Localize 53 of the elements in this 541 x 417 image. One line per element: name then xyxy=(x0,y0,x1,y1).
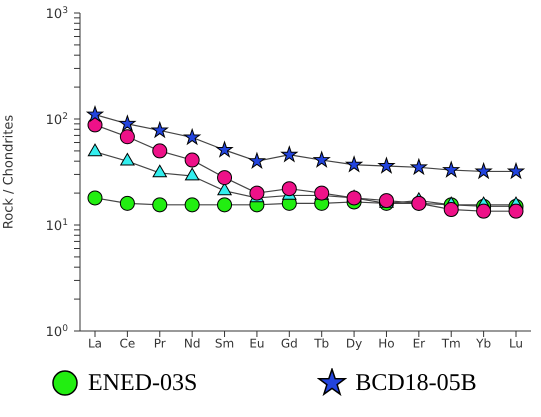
x-tick-label: Lu xyxy=(508,336,524,351)
point xyxy=(217,170,232,186)
x-tick-label: Gd xyxy=(280,336,298,351)
point xyxy=(88,144,102,156)
y-tick-label: 10$^{2}$ xyxy=(46,112,68,128)
point xyxy=(184,197,200,212)
point xyxy=(120,129,135,144)
point xyxy=(119,115,136,131)
point xyxy=(346,156,362,172)
x-tick-label: La xyxy=(88,336,102,351)
x-tick-label: Eu xyxy=(249,336,265,351)
x-tick-label: Er xyxy=(412,336,426,351)
y-axis-title: Rock / Chondrites xyxy=(2,114,17,230)
legend-label: ENED-03S xyxy=(88,370,198,396)
x-tick-label: Yb xyxy=(475,336,492,351)
point xyxy=(378,157,395,174)
point xyxy=(314,151,330,168)
point xyxy=(86,106,104,122)
x-tick-label: Nd xyxy=(184,336,200,351)
x-tick-label: Pr xyxy=(154,336,166,351)
y-tick-label: 10$^{1}$ xyxy=(46,218,68,234)
point xyxy=(217,197,232,212)
point xyxy=(508,204,524,219)
point xyxy=(120,152,135,166)
y-tick-label: 10$^{3}$ xyxy=(46,6,68,22)
point xyxy=(88,190,102,206)
point xyxy=(281,146,298,162)
x-tick-label: Tm xyxy=(440,336,461,351)
point xyxy=(216,141,233,158)
y-tick-label: 10$^{0}$ xyxy=(46,324,68,340)
point xyxy=(152,143,168,158)
x-tick-label: Dy xyxy=(346,336,362,351)
point xyxy=(443,161,460,178)
legend-label: BCD18-05B xyxy=(355,370,477,396)
x-tick-label: Ce xyxy=(120,336,136,351)
x-tick-label: Tb xyxy=(313,336,330,351)
point xyxy=(184,128,200,144)
x-tick-label: Sm xyxy=(214,336,234,351)
point xyxy=(475,162,492,178)
point xyxy=(152,122,168,138)
point xyxy=(152,164,167,178)
point xyxy=(120,196,135,211)
point xyxy=(346,190,362,206)
point xyxy=(184,152,200,168)
point xyxy=(152,197,168,212)
point xyxy=(476,204,492,219)
point xyxy=(249,186,264,201)
point xyxy=(508,162,524,178)
point xyxy=(248,152,266,168)
point xyxy=(410,158,427,174)
x-tick-label: Ho xyxy=(378,336,395,351)
point xyxy=(282,181,297,196)
point xyxy=(444,202,459,217)
